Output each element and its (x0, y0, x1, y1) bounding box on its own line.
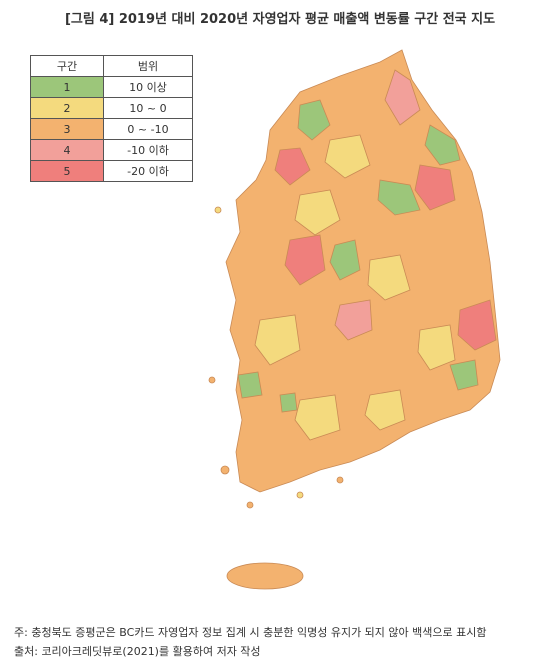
range-cell: 10 ~ 0 (103, 97, 193, 119)
region (329, 239, 361, 281)
island (208, 376, 216, 384)
jeju (226, 562, 304, 590)
region (414, 164, 456, 211)
region (237, 371, 263, 399)
footnote: 주: 충청북도 증평군은 BC카드 자영업자 정보 집계 시 충분한 익명성 유… (14, 626, 487, 639)
island (246, 501, 254, 509)
region (294, 394, 341, 441)
header-cell: 구간 (30, 55, 104, 77)
range-cell: 10 이상 (103, 76, 193, 98)
legend-row: 5 -20 이하 (30, 160, 193, 182)
region (377, 179, 421, 216)
region (457, 299, 497, 351)
legend-row: 4 -10 이하 (30, 139, 193, 161)
region (367, 254, 411, 301)
range-cell: -10 이하 (103, 139, 193, 161)
class-cell: 4 (30, 139, 104, 161)
class-cell: 1 (30, 76, 104, 98)
legend-row: 1 10 이상 (30, 76, 193, 98)
class-cell: 5 (30, 160, 104, 182)
range-cell: -20 이하 (103, 160, 193, 182)
region (274, 147, 311, 186)
class-cell: 3 (30, 118, 104, 140)
region (324, 134, 371, 179)
region (364, 389, 406, 431)
region (417, 324, 456, 371)
region (279, 392, 298, 413)
class-cell: 2 (30, 97, 104, 119)
region (294, 189, 341, 236)
region (284, 234, 326, 286)
title: [그림 4] 2019년 대비 2020년 자영업자 평균 매출액 변동률 구간… (64, 12, 496, 27)
region (297, 99, 331, 141)
header-cell: 범위 (103, 55, 193, 77)
legend-header: 구간 범위 (30, 55, 193, 77)
region (424, 124, 461, 166)
island (296, 491, 304, 499)
source: 출처: 코리아크레딧뷰로(2021)를 활용하여 저자 작성 (14, 645, 261, 658)
region (384, 69, 421, 126)
island (220, 465, 230, 475)
region (449, 359, 479, 391)
legend-row: 2 10 ~ 0 (30, 97, 193, 119)
region (334, 299, 373, 341)
mainland (225, 49, 501, 493)
island (214, 206, 222, 214)
range-cell: 0 ~ -10 (103, 118, 193, 140)
region (254, 314, 301, 366)
island (336, 476, 344, 484)
